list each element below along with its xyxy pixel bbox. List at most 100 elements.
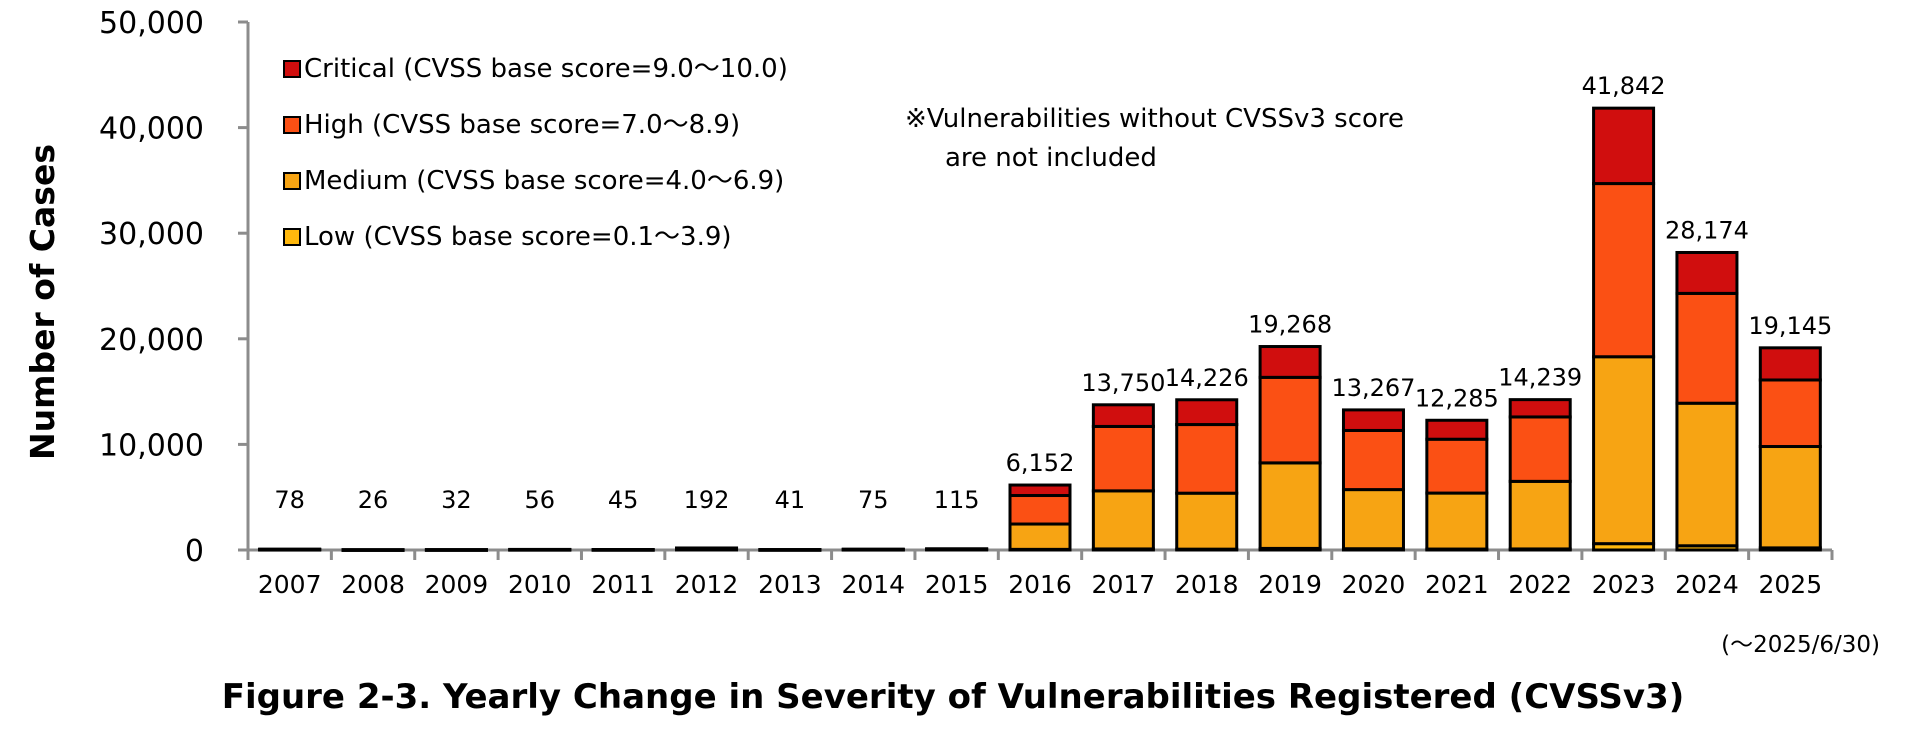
bar-segment-2022-3	[1508, 398, 1572, 419]
x-tick-label-2025: 2025	[1759, 570, 1823, 599]
total-label-2010: 56	[525, 486, 556, 514]
bar-segment-2024-3	[1675, 250, 1739, 295]
bar-segment-2019-2	[1258, 375, 1322, 465]
total-label-2012: 192	[684, 486, 730, 514]
y-tick-label: 0	[185, 534, 204, 569]
y-tick-label: 30,000	[99, 217, 204, 252]
total-label-2024: 28,174	[1665, 216, 1749, 244]
y-tick-label: 10,000	[99, 428, 204, 463]
bar-segment-2021-3	[1425, 418, 1489, 441]
chart-title: Figure 2-3. Yearly Change in Severity of…	[222, 677, 1685, 717]
total-label-2023: 41,842	[1582, 72, 1666, 100]
bar-segment-2017-3	[1091, 403, 1155, 428]
x-tick-label-2015: 2015	[925, 570, 989, 599]
bar-segment-2019-1	[1258, 461, 1322, 550]
x-tick-label-2018: 2018	[1175, 570, 1239, 599]
bar-segment-2009-3	[424, 548, 488, 552]
bar-segment-2012-3	[675, 546, 739, 550]
legend-label: Medium (CVSS base score=4.0～6.9)	[304, 166, 784, 196]
bar-segment-2024-2	[1675, 291, 1739, 405]
bar-segment-2020-1	[1341, 488, 1405, 551]
note-line-2: are not included	[945, 143, 1157, 173]
bar-segment-2008-3	[341, 548, 405, 552]
x-tick-label-2020: 2020	[1342, 570, 1406, 599]
legend-label: Critical (CVSS base score=9.0～10.0)	[304, 54, 788, 84]
legend-swatch	[283, 116, 301, 134]
x-tick-label-2012: 2012	[675, 570, 739, 599]
bar-segment-2021-2	[1425, 437, 1489, 495]
bars	[258, 106, 1822, 552]
legend-label: Low (CVSS base score=0.1～3.9)	[304, 222, 732, 252]
x-tick-label-2010: 2010	[508, 570, 572, 599]
bar-segment-2018-3	[1175, 398, 1239, 427]
x-tick-label-2013: 2013	[758, 570, 822, 599]
bar-segment-2025-1	[1758, 445, 1822, 550]
total-label-2007: 78	[274, 486, 305, 514]
total-label-2025: 19,145	[1748, 312, 1832, 340]
bar-segment-2007-3	[258, 547, 322, 552]
bar-segment-2021-1	[1425, 491, 1489, 551]
y-tick-label: 20,000	[99, 323, 204, 358]
x-tick-label-2021: 2021	[1425, 570, 1489, 599]
axes: 0 10,000 20,000 30,000 40,000 50,000 2007 2008 2…	[99, 6, 1834, 599]
bar-segment-2016-3	[1008, 483, 1072, 498]
x-tick-label-2016: 2016	[1008, 570, 1072, 599]
bar-segment-2022-1	[1508, 479, 1572, 551]
legend-swatch	[283, 60, 301, 78]
legend-swatch	[283, 228, 301, 246]
total-label-2016: 6,152	[1006, 449, 1075, 477]
bar-segment-2013-3	[758, 548, 822, 552]
bar-segment-2017-2	[1091, 424, 1155, 493]
bar-segment-2018-1	[1175, 491, 1239, 551]
y-tick-label: 50,000	[99, 6, 204, 41]
x-tick-label-2007: 2007	[258, 570, 322, 599]
bar-segment-2020-2	[1341, 428, 1405, 492]
bar-segment-2011-3	[591, 548, 655, 552]
bar-segment-2015-3	[925, 547, 989, 551]
total-label-2008: 26	[358, 486, 389, 514]
bar-segment-2024-1	[1675, 401, 1739, 548]
note-line-1: ※Vulnerabilities without CVSSv3 score	[905, 104, 1404, 134]
bar-segment-2025-2	[1758, 378, 1822, 449]
x-tick-label-2017: 2017	[1092, 570, 1156, 599]
total-label-2022: 14,239	[1498, 364, 1582, 392]
legend: Critical (CVSS base score=9.0～10.0) High …	[283, 54, 788, 252]
x-tick-label-2008: 2008	[341, 570, 405, 599]
bar-segment-2023-2	[1592, 182, 1656, 359]
total-labels: 78 26 32 56 45 192 41 75 115 6,152 13,750 14,226 19,…	[274, 72, 1832, 514]
total-label-2017: 13,750	[1081, 369, 1165, 397]
x-tick-label-2014: 2014	[841, 570, 905, 599]
x-tick-label-2019: 2019	[1258, 570, 1322, 599]
bar-segment-2016-2	[1008, 494, 1072, 526]
total-label-2009: 32	[441, 486, 472, 514]
y-axis-label: Number of Cases	[23, 144, 62, 460]
total-label-2011: 45	[608, 486, 639, 514]
total-label-2020: 13,267	[1331, 374, 1415, 402]
legend-label: High (CVSS base score=7.0～8.9)	[304, 110, 740, 140]
x-tick-label-2023: 2023	[1592, 570, 1656, 599]
bar-segment-2010-3	[508, 547, 572, 552]
bar-segment-2020-3	[1341, 408, 1405, 432]
total-label-2014: 75	[858, 486, 889, 514]
x-tick-label-2011: 2011	[591, 570, 655, 599]
x-tick-label-2022: 2022	[1508, 570, 1572, 599]
bar-segment-2018-2	[1175, 423, 1239, 495]
legend-swatch	[283, 172, 301, 190]
y-tick-label: 40,000	[99, 112, 204, 147]
total-label-2015: 115	[934, 486, 980, 514]
bar-segment-2025-3	[1758, 346, 1822, 382]
total-label-2018: 14,226	[1165, 364, 1249, 392]
total-label-2019: 19,268	[1248, 311, 1332, 339]
bar-segment-2016-1	[1008, 522, 1072, 551]
bar-segment-2023-1	[1592, 355, 1656, 546]
bar-segment-2022-2	[1508, 415, 1572, 483]
period-note: (～2025/6/30)	[1721, 632, 1880, 658]
bar-segment-2019-3	[1258, 345, 1322, 379]
bar-segment-2023-3	[1592, 106, 1656, 186]
x-tick-label-2024: 2024	[1675, 570, 1739, 599]
total-label-2021: 12,285	[1415, 384, 1499, 412]
total-label-2013: 41	[775, 486, 806, 514]
bar-segment-2017-1	[1091, 489, 1155, 551]
x-tick-label-2009: 2009	[425, 570, 489, 599]
